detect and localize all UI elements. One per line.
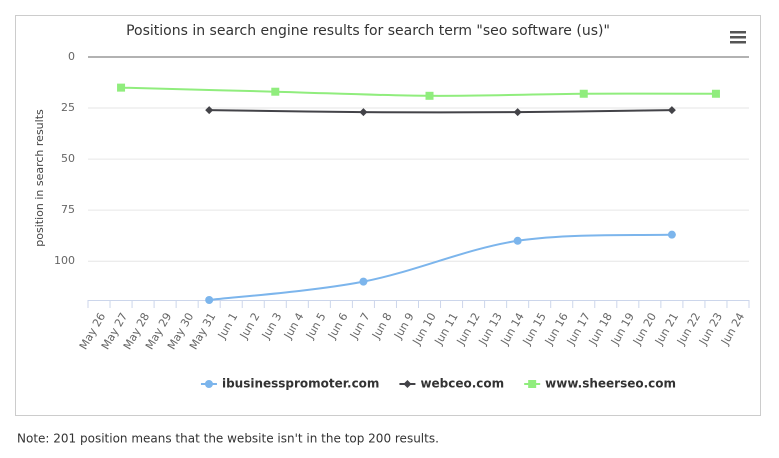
point bbox=[667, 230, 676, 239]
point bbox=[205, 296, 214, 304]
point bbox=[205, 106, 214, 115]
point bbox=[425, 91, 434, 100]
legend-item[interactable]: webceo.com bbox=[399, 377, 504, 391]
legend-item[interactable]: www.sheerseo.com bbox=[524, 377, 676, 391]
series-line bbox=[209, 109, 672, 114]
y-tick-label: 0 bbox=[68, 50, 75, 63]
menu-button[interactable] bbox=[728, 27, 748, 47]
legend-label: ibusinesspromoter.com bbox=[222, 377, 379, 391]
y-axis-title: position in search results bbox=[33, 109, 46, 247]
legend-symbol bbox=[204, 380, 213, 388]
point bbox=[271, 87, 280, 96]
point bbox=[667, 106, 676, 115]
point bbox=[359, 277, 368, 286]
legend-symbol bbox=[403, 380, 412, 388]
note: Note: 201 position means that the websit… bbox=[17, 432, 439, 446]
legend-item[interactable]: ibusinesspromoter.com bbox=[200, 377, 379, 391]
point bbox=[513, 236, 522, 245]
legend: ibusinesspromoter.com webceo.com www.sheer… bbox=[200, 377, 676, 391]
y-tick-label: 75 bbox=[61, 203, 75, 216]
chart-frame bbox=[15, 15, 761, 416]
legend-label: www.sheerseo.com bbox=[545, 377, 676, 391]
point bbox=[513, 108, 522, 117]
y-tick-label: 100 bbox=[54, 254, 75, 267]
menu-bar bbox=[730, 41, 746, 44]
point bbox=[117, 83, 126, 92]
menu-bar bbox=[730, 31, 746, 34]
menu-bar bbox=[730, 36, 746, 39]
series-line bbox=[209, 233, 672, 301]
y-tick-label: 50 bbox=[61, 152, 75, 165]
y-tick-label: 25 bbox=[61, 101, 75, 114]
point bbox=[711, 89, 720, 98]
point bbox=[359, 108, 368, 117]
legend-symbol bbox=[528, 380, 537, 388]
legend-label: webceo.com bbox=[420, 377, 504, 391]
point bbox=[579, 89, 588, 98]
chart-title: Positions in search engine results for s… bbox=[126, 23, 610, 39]
